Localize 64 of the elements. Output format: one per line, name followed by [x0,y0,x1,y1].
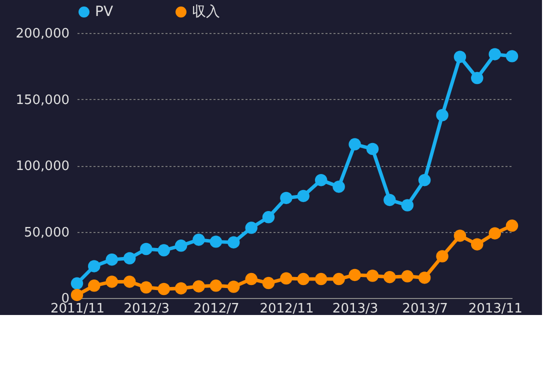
point [297,272,310,286]
point [314,174,328,186]
point [174,282,188,294]
point [348,268,361,282]
point [210,280,222,292]
x-tick-label: 2013/7 [402,302,448,316]
point [384,270,396,284]
point [436,109,448,122]
point [471,72,484,84]
legend-label: 収入 [192,4,220,20]
point [436,250,448,262]
point [506,50,518,62]
point [506,220,518,232]
point [454,230,466,242]
point [192,234,205,246]
x-tick-label: 2013/3 [332,302,378,316]
x-tick-label: 2013/11 [468,302,522,316]
legend-label: PV [95,4,114,20]
point [280,272,292,284]
point [88,280,100,292]
point [140,242,152,256]
y-tick-label: 100,000 [16,159,70,174]
point [366,142,379,156]
point [401,199,414,212]
point [192,280,205,292]
point [262,276,275,290]
point [245,222,258,234]
point [70,277,84,290]
point [210,236,222,248]
point [174,240,188,252]
point [123,252,136,264]
point [454,50,466,63]
point [401,270,414,282]
x-tick-label: 2012/7 [194,302,240,316]
y-tick-label: 50,000 [24,225,70,240]
point [314,272,328,286]
point [280,192,292,204]
point [106,276,118,288]
point [140,281,152,294]
point [158,282,170,296]
point [297,190,310,202]
point [384,194,396,206]
point [418,174,431,186]
point [245,272,258,286]
x-tick-label: 2012/3 [124,302,170,316]
point [70,288,84,302]
point [366,270,379,282]
point [332,272,345,286]
point [228,280,240,293]
point [106,253,118,266]
point [332,180,345,193]
point [488,48,501,60]
point [228,236,240,248]
x-tick-label: 2012/11 [260,302,314,316]
point [88,260,100,272]
point [123,276,136,288]
point [418,272,431,284]
point [488,227,501,240]
y-tick-label: 200,000 [16,26,70,42]
y-tick-label: 150,000 [16,92,70,108]
point [348,138,361,150]
point [158,244,170,256]
point [262,211,275,224]
point [471,238,484,250]
